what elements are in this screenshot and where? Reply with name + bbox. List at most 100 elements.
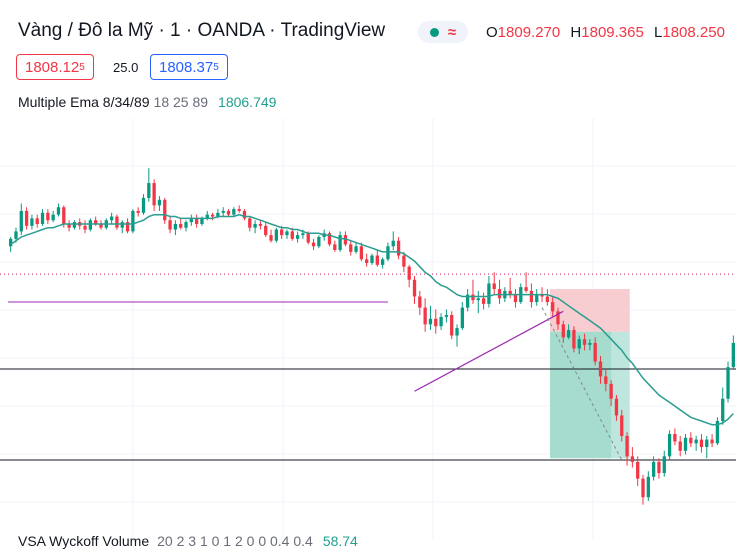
candle-body (221, 210, 225, 213)
candle-body (205, 214, 209, 219)
candle-body (189, 218, 193, 223)
candle-body (460, 307, 464, 329)
candle-body (582, 339, 587, 345)
market-status[interactable]: ≈ (418, 21, 468, 43)
candle-body (694, 439, 698, 444)
candle-body (545, 296, 550, 303)
candle-body (136, 210, 140, 213)
candle-body (673, 434, 677, 442)
candle-body (359, 246, 364, 260)
candle-body (471, 294, 475, 301)
candle-body (529, 290, 534, 303)
candle-body (365, 259, 369, 264)
vsa-legend[interactable]: VSA Wyckoff Volume 20 2 3 1 0 1 2 0 0 0.4… (18, 533, 358, 549)
candle-body (67, 223, 71, 228)
candle-body (115, 216, 119, 228)
horizontal-levels[interactable] (0, 273, 736, 461)
candle-body (285, 231, 289, 236)
candle-body (327, 233, 332, 245)
candle-body (83, 225, 87, 230)
candle-body (428, 318, 433, 325)
candle-body (455, 328, 459, 336)
candle-body (168, 220, 172, 230)
candle-body (651, 461, 656, 477)
candle-body (72, 222, 77, 228)
high-label: H (570, 24, 582, 41)
candle-body (721, 398, 725, 422)
candle-body (641, 478, 645, 498)
candle-body (625, 435, 629, 457)
candle-body (407, 266, 411, 280)
open-value: 1809.270 (497, 24, 561, 41)
ema-name: Multiple Ema 8/34/89 (18, 94, 150, 110)
candle-body (386, 246, 390, 260)
candle-body (301, 233, 305, 236)
ohlc-readout: O1809.270 H1809.365 L1808.250 (486, 24, 731, 41)
candle-body (561, 324, 565, 338)
candle-body (662, 456, 666, 474)
candle-body (237, 209, 241, 211)
candle-body (705, 439, 709, 448)
candle-body (194, 218, 199, 224)
candle-body (466, 294, 470, 308)
candle-body (375, 255, 379, 265)
candle-body (370, 255, 374, 264)
candle-body (216, 212, 220, 217)
candle-body (699, 439, 704, 448)
candle-body (354, 246, 358, 252)
candle-body (508, 290, 512, 295)
take-profit-progress (550, 331, 612, 459)
candle-body (598, 361, 603, 377)
buy-price-button[interactable]: 1808.37 5 (150, 54, 228, 80)
candle-body (343, 235, 348, 245)
candle-body (657, 461, 661, 474)
candle-body (492, 283, 496, 290)
candle-body (439, 316, 443, 327)
candle-body (152, 183, 156, 206)
candle-body (30, 218, 34, 226)
candle-body (141, 197, 146, 213)
candle-body (731, 342, 735, 368)
candle-body (444, 315, 449, 317)
ema-params: 18 25 89 (153, 94, 209, 110)
vsa-name: VSA Wyckoff Volume (18, 533, 150, 549)
candle-body (412, 279, 417, 297)
candle-body (620, 415, 624, 436)
candle-body (577, 339, 581, 349)
candle-body (253, 223, 257, 228)
bid-main: 1808.12 (25, 58, 80, 76)
candle-body (535, 294, 539, 303)
candle-body (290, 231, 294, 239)
bid-sup: 5 (79, 61, 85, 73)
candle-body (46, 212, 50, 221)
candle-body (88, 220, 93, 230)
candle-body (99, 223, 103, 228)
candle-body (9, 238, 13, 247)
candle-body (450, 315, 454, 336)
ask-sup: 5 (213, 61, 219, 73)
trend-line[interactable] (414, 310, 564, 392)
position-zones[interactable] (550, 289, 630, 459)
candle-body (513, 294, 518, 303)
candle-body (710, 439, 714, 444)
candle-body (62, 207, 66, 224)
candle-body (19, 210, 23, 232)
ema-legend[interactable]: Multiple Ema 8/34/89 18 25 89 1806.749 (18, 94, 276, 110)
candle-body (35, 218, 39, 224)
candle-body (248, 218, 252, 228)
candles (9, 168, 735, 505)
candle-body (333, 244, 337, 250)
candle-body (210, 214, 215, 217)
candle-body (588, 342, 592, 345)
candle-body (94, 220, 98, 224)
sell-price-button[interactable]: 1808.12 5 (16, 54, 94, 80)
candle-body (280, 229, 284, 236)
candle-body (147, 183, 151, 198)
vsa-params: 20 2 3 1 0 1 2 0 0 0.4 0.4 (157, 533, 313, 549)
low-value: 1808.250 (662, 24, 725, 41)
candle-body (338, 235, 342, 250)
candle-body (726, 367, 730, 399)
overlays[interactable] (10, 213, 734, 461)
high-value: 1809.365 (581, 24, 644, 41)
